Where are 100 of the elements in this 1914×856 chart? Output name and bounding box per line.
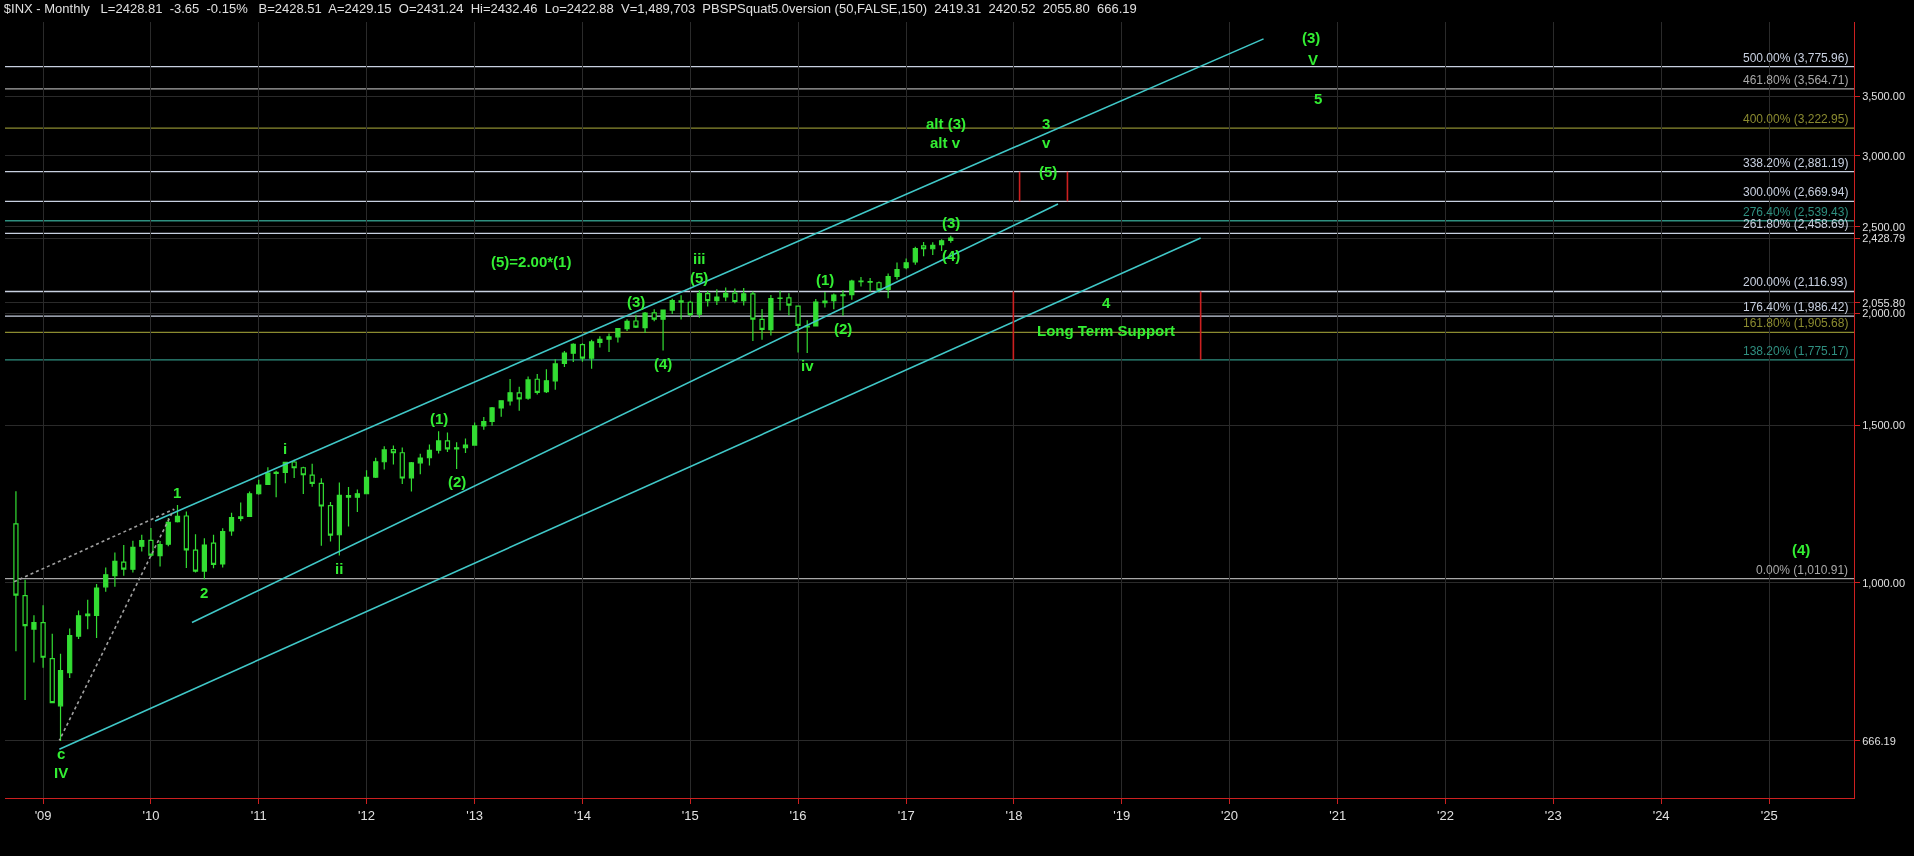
annotation: (4): [654, 355, 673, 372]
candlestick: [444, 432, 451, 452]
candlestick: [525, 376, 531, 400]
x-tick-label: '09: [34, 807, 52, 823]
annotation: V: [1308, 51, 1319, 68]
x-tick-label: '21: [1329, 807, 1347, 823]
candlestick: [696, 290, 703, 318]
candlestick: [633, 314, 639, 329]
y-tick-label: 1,000.00: [1862, 576, 1906, 589]
candlestick: [363, 470, 370, 495]
candlestick: [615, 328, 621, 343]
ref-line-label: 261.80% (2,458.69): [1743, 217, 1849, 231]
candlestick: [408, 461, 415, 492]
candlestick: [489, 407, 495, 426]
candlestick: [381, 446, 387, 470]
annotation: alt v: [930, 134, 961, 151]
x-tick-label: '15: [681, 807, 699, 823]
ref-line-label: 138.20% (1,775.17): [1743, 344, 1849, 358]
y-tick-label: 2,000.00: [1862, 307, 1906, 320]
candlestick: [139, 534, 145, 552]
x-tick-label: '12: [358, 807, 376, 823]
candlestick: [903, 258, 909, 270]
candlestick: [498, 400, 504, 417]
annotation: (3): [1302, 29, 1321, 46]
candlestick: [768, 295, 774, 336]
x-tick-label: '17: [897, 807, 915, 823]
candlestick: [354, 489, 360, 513]
candlestick: [103, 567, 109, 592]
y-tick-label: 3,000.00: [1862, 149, 1906, 162]
candlestick: [597, 336, 603, 348]
candlestick: [705, 290, 711, 307]
candlestick: [822, 291, 828, 308]
annotation: ii: [335, 560, 344, 577]
annotation: (1): [816, 271, 835, 288]
x-tick-label: '19: [1113, 807, 1131, 823]
y-tick-label: 2,500.00: [1862, 220, 1906, 233]
candlestick: [552, 359, 558, 390]
candlestick: [309, 463, 315, 487]
candlestick: [238, 502, 244, 522]
candlestick: [75, 610, 82, 639]
candlestick: [453, 442, 460, 469]
candlestick: [894, 262, 900, 280]
candlestick: [462, 438, 469, 454]
chart-title: $INX - Monthly L=2428.81 -3.65 -0.15% B=2428.51 A=2429.15 O=2431.24 Hi=2432.46 Lo=2422.88 V=1,489,703 PBSPSquat5.0version (50,FALSE,150) 2419.31 2420.52 2055.80 666.19: [3, 1, 1137, 17]
candlestick: [201, 538, 207, 580]
candlestick: [561, 350, 568, 367]
candlestick: [831, 293, 837, 310]
candlestick: [265, 467, 271, 485]
candlestick: [876, 281, 882, 293]
candlestick: [220, 528, 226, 568]
candlestick: [472, 422, 478, 446]
annotation: iv: [801, 357, 815, 374]
candlestick: [570, 343, 576, 363]
candlestick: [327, 501, 334, 542]
candlestick: [732, 288, 738, 304]
annotation: 2: [200, 584, 209, 601]
annotation: 4: [1102, 294, 1111, 311]
annotation: (5): [690, 269, 709, 286]
annotation: (3): [627, 293, 646, 310]
candlestick: [40, 605, 46, 668]
x-tick-label: '14: [573, 807, 591, 823]
candlestick: [373, 457, 379, 479]
candlestick: [624, 319, 630, 332]
candlestick: [858, 276, 864, 287]
y-tick-label: 1,500.00: [1862, 419, 1906, 432]
candlestick: [336, 482, 342, 556]
candlestick: [399, 447, 405, 484]
annotation: (4): [1792, 541, 1811, 558]
annotation: (5)=2.00*(1): [491, 253, 572, 270]
candlestick: [112, 552, 118, 587]
candlestick: [13, 491, 19, 652]
candlestick: [273, 470, 279, 498]
candlestick: [750, 291, 756, 341]
candlestick: [318, 478, 324, 546]
x-tick-label: '10: [142, 807, 160, 823]
x-tick-label: '13: [466, 807, 484, 823]
candlestick: [660, 309, 666, 351]
candlestick: [920, 241, 927, 257]
annotation: IV: [54, 764, 69, 781]
ref-line-label: 461.80% (3,564.71): [1743, 73, 1849, 87]
annotation: v: [1042, 134, 1051, 151]
candlestick: [49, 633, 55, 704]
candlestick: [606, 333, 612, 353]
candlestick: [148, 528, 154, 557]
x-tick-label: '18: [1005, 807, 1023, 823]
candlestick: [31, 615, 37, 663]
candlestick: [67, 628, 73, 679]
candlestick: [687, 300, 693, 317]
candlestick: [912, 246, 918, 265]
x-tick-label: '16: [789, 807, 807, 823]
x-tick-label: '23: [1544, 807, 1562, 823]
ref-line-label: 161.80% (1,905.68): [1743, 316, 1849, 330]
annotation: c: [57, 745, 66, 762]
ref-line-label: 176.40% (1,986.42): [1743, 300, 1849, 314]
candlestick: [938, 239, 945, 251]
candlestick: [426, 444, 433, 466]
annotation: 3: [1042, 115, 1051, 132]
candlestick: [516, 386, 522, 411]
candlestick: [579, 343, 586, 362]
candlestick: [22, 579, 28, 701]
